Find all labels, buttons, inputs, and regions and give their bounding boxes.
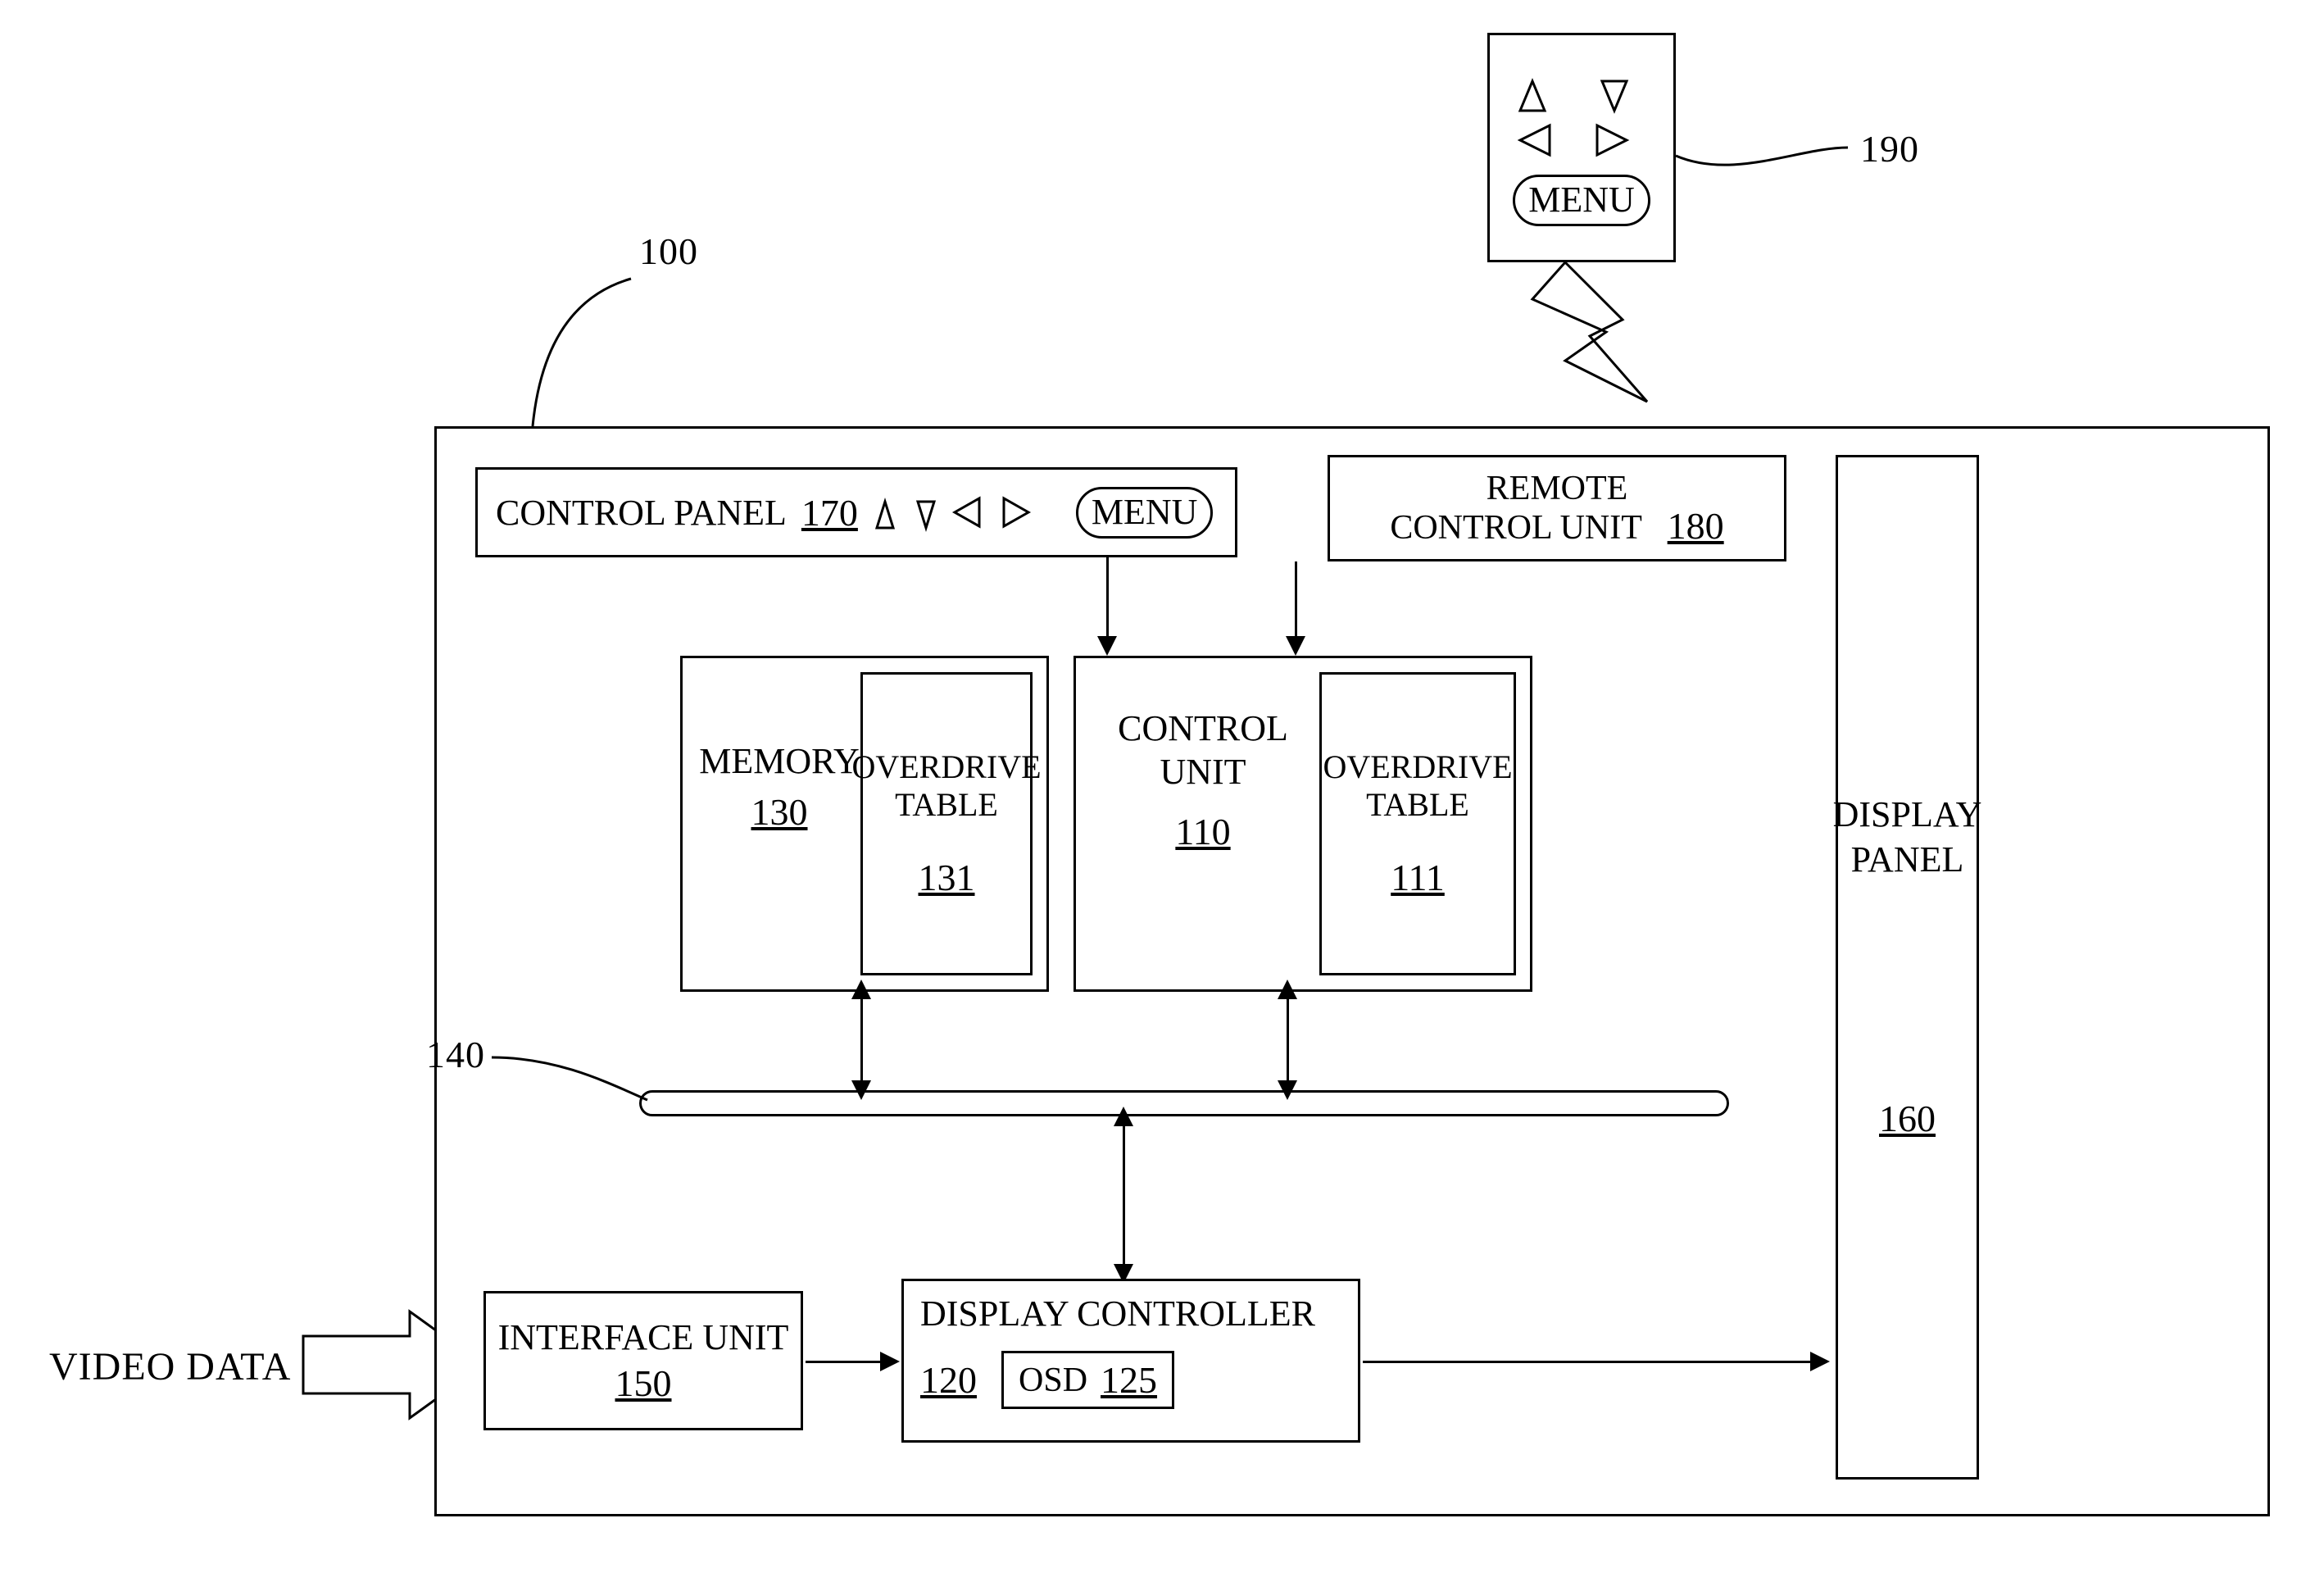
display-controller-120: DISPLAY CONTROLLER 120 OSD 125	[901, 1279, 1360, 1443]
control-overdrive-line1: OVERDRIVE	[1323, 748, 1512, 786]
display-controller-ref: 120	[920, 1358, 977, 1402]
arrow-dc-dp-head	[1810, 1352, 1830, 1371]
arrow-rcu-to-cu-line	[1295, 561, 1297, 639]
arrow-cu-bus-down	[1278, 1080, 1297, 1100]
control-unit-line1: CONTROL	[1092, 707, 1314, 751]
display-controller-label: DISPLAY CONTROLLER	[920, 1293, 1341, 1334]
bus-140	[639, 1090, 1729, 1116]
remote-control-unit-180: REMOTE CONTROL UNIT 180	[1328, 455, 1786, 561]
display-panel-line2: PANEL	[1851, 837, 1964, 882]
osd-125: OSD 125	[1001, 1351, 1174, 1409]
control-unit-ref: 110	[1092, 809, 1314, 854]
remote-190: MENU	[1487, 33, 1676, 262]
diagram-root: { "colors": { "stroke": "#000000", "back…	[0, 0, 2324, 1591]
arrow-iu-dc-head	[880, 1352, 900, 1371]
arrow-cu-bus-up	[1278, 980, 1297, 999]
display-panel-ref: 160	[1879, 1095, 1936, 1143]
arrow-cp-to-cu-head	[1097, 636, 1117, 656]
remote-unit-line1: REMOTE	[1487, 470, 1628, 507]
control-panel-ref: 170	[801, 491, 858, 534]
control-panel-label: CONTROL PANEL	[496, 492, 787, 534]
control-panel-arrow-icons	[873, 490, 1061, 534]
display-panel-160: DISPLAY PANEL 160	[1836, 455, 1979, 1480]
control-overdrive-line2: TABLE	[1366, 786, 1469, 824]
display-panel-line1: DISPLAY	[1833, 792, 1982, 837]
remote-190-menu-button[interactable]: MENU	[1513, 175, 1650, 226]
memory-overdrive-line1: OVERDRIVE	[851, 748, 1041, 786]
control-overdrive-111: OVERDRIVE TABLE 111	[1319, 672, 1516, 975]
video-data-label: VIDEO DATA	[49, 1344, 291, 1389]
arrow-dc-dp-line	[1363, 1361, 1813, 1363]
osd-label: OSD	[1019, 1361, 1087, 1400]
ref-140: 140	[426, 1033, 485, 1076]
arrow-bus-dc-up	[1114, 1107, 1133, 1126]
control-panel-menu-button[interactable]: MENU	[1076, 487, 1214, 539]
ref-140-leader	[492, 1049, 656, 1115]
remote-signal-lightning	[1500, 262, 1664, 451]
osd-ref: 125	[1101, 1358, 1157, 1402]
ref-190-leader	[1676, 123, 1856, 180]
memory-overdrive-ref: 131	[919, 857, 975, 900]
remote-unit-line2: CONTROL UNIT	[1390, 509, 1641, 547]
memory-label: MEMORY	[697, 740, 861, 782]
interface-unit-ref: 150	[615, 1360, 672, 1407]
arrow-memory-bus-line	[860, 996, 863, 1086]
control-panel-170: CONTROL PANEL 170 MENU	[475, 467, 1237, 557]
arrow-iu-dc-line	[806, 1361, 883, 1363]
arrow-memory-bus-up	[851, 980, 871, 999]
arrow-cp-to-cu-line	[1106, 557, 1109, 639]
ref-100: 100	[639, 230, 698, 273]
memory-ref: 130	[697, 790, 861, 834]
memory-overdrive-131: OVERDRIVE TABLE 131	[860, 672, 1033, 975]
arrow-bus-dc-line	[1123, 1123, 1125, 1271]
control-overdrive-ref: 111	[1391, 857, 1445, 900]
ref-190: 190	[1860, 127, 1919, 170]
interface-unit-150: INTERFACE UNIT 150	[483, 1291, 803, 1430]
interface-unit-label: INTERFACE UNIT	[498, 1315, 789, 1360]
arrow-cu-bus-line	[1287, 996, 1289, 1086]
memory-overdrive-line2: TABLE	[895, 786, 998, 824]
arrow-rcu-to-cu-head	[1286, 636, 1305, 656]
remote-unit-ref: 180	[1668, 505, 1724, 547]
remote-190-arrows-row2	[1512, 119, 1651, 168]
remote-190-arrows-row1	[1512, 70, 1651, 119]
control-unit-line2: UNIT	[1092, 751, 1314, 794]
arrow-memory-bus-down	[851, 1080, 871, 1100]
ref-100-leader	[524, 270, 672, 434]
